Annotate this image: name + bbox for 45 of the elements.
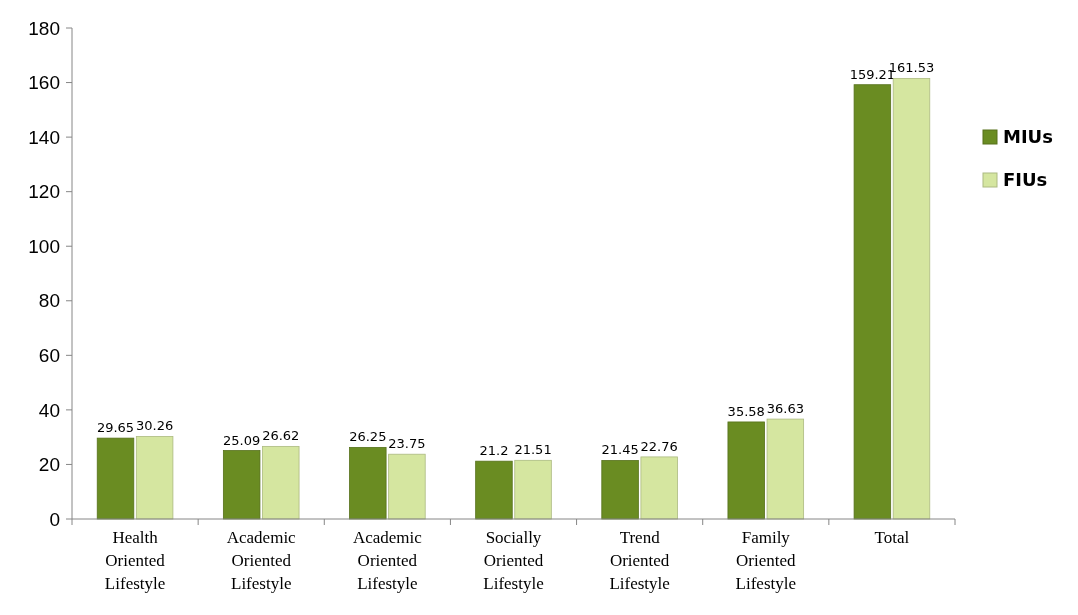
data-label: 22.76 <box>640 438 678 454</box>
data-label: 21.2 <box>479 443 509 459</box>
y-tick-label: 120 <box>28 181 60 203</box>
y-tick-label: 180 <box>28 17 60 39</box>
bar <box>135 436 174 520</box>
bar <box>853 84 892 520</box>
y-tick-label: 140 <box>28 126 60 148</box>
x-tick-label: Total <box>874 528 910 547</box>
x-tick-label: Health Oriented Lifestyle <box>104 528 166 593</box>
bar <box>727 421 765 520</box>
bar <box>514 459 552 520</box>
bar <box>349 447 387 520</box>
y-tick-label: 0 <box>49 508 60 530</box>
bar <box>475 460 513 520</box>
bar <box>222 450 261 520</box>
y-tick-label: 80 <box>38 290 60 312</box>
data-label: 36.63 <box>766 401 804 417</box>
x-tick-label: Academic Oriented Lifestyle <box>352 528 423 593</box>
data-label: 30.26 <box>136 418 174 434</box>
data-label: 26.25 <box>349 429 387 445</box>
bar <box>96 437 135 520</box>
bar <box>892 77 931 520</box>
data-label: 29.65 <box>96 420 135 436</box>
y-tick-label: 100 <box>28 235 60 257</box>
y-tick-label: 20 <box>38 454 60 476</box>
data-label: 21.51 <box>514 442 552 458</box>
data-label: 21.45 <box>601 442 639 458</box>
bar <box>388 453 426 520</box>
legend-label: FIUs <box>1003 169 1048 191</box>
legend-label: MIUs <box>1003 126 1053 148</box>
data-label: 26.62 <box>262 428 300 444</box>
bar <box>262 445 300 520</box>
x-tick-label: Trend Oriented Lifestyle <box>609 528 670 593</box>
x-tick-label: Academic Oriented Lifestyle <box>226 528 297 593</box>
x-tick-label: Family Oriented Lifestyle <box>735 528 797 593</box>
y-tick-label: 40 <box>38 399 60 421</box>
bar <box>640 456 678 520</box>
data-label: 25.09 <box>223 432 261 448</box>
bar <box>601 460 639 520</box>
data-label: 23.75 <box>388 436 426 452</box>
bar <box>766 418 805 520</box>
x-tick-label: Socially Oriented Lifestyle <box>483 528 544 593</box>
data-label: 35.58 <box>727 403 765 419</box>
y-tick-label: 160 <box>28 72 60 94</box>
y-tick-label: 60 <box>38 344 60 366</box>
